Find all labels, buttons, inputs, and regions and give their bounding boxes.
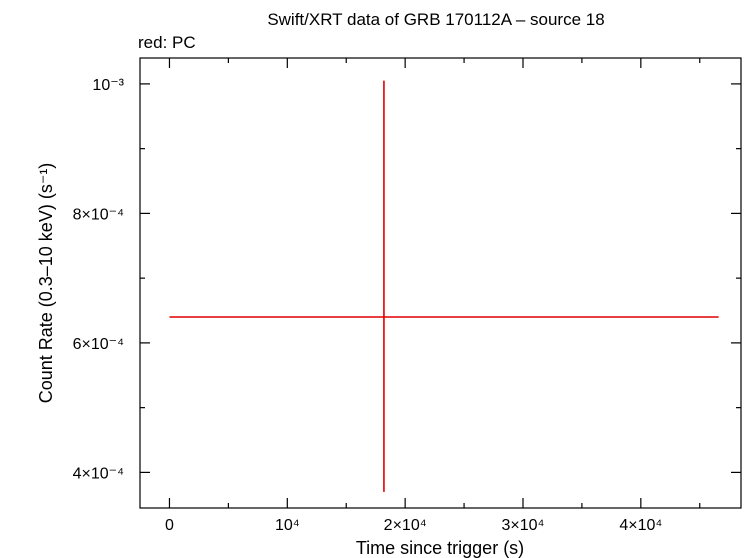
- plot-frame: [139, 57, 742, 509]
- x-tick-label: 4×10⁴: [619, 517, 662, 534]
- x-axis-title: Time since trigger (s): [356, 538, 524, 558]
- y-tick-label: 8×10⁻⁴: [73, 206, 124, 223]
- y-axis-title: Count Rate (0.3–10 keV) (s⁻¹): [36, 163, 56, 404]
- y-tick-label: 4×10⁻⁴: [73, 465, 124, 482]
- x-axis: 0 10⁴ 2×10⁴ 3×10⁴ 4×10⁴: [165, 58, 701, 534]
- y-tick-label: 6×10⁻⁴: [73, 336, 124, 353]
- x-tick-label: 2×10⁴: [384, 517, 427, 534]
- x-tick-label: 3×10⁴: [502, 517, 545, 534]
- chart-subtitle: red: PC: [138, 33, 196, 52]
- chart-title: Swift/XRT data of GRB 170112A – source 1…: [267, 10, 604, 29]
- x-tick-label: 10⁴: [275, 517, 300, 534]
- data-series: [169, 80, 719, 492]
- y-tick-label: 10⁻³: [92, 77, 124, 94]
- y-axis: 4×10⁻⁴ 6×10⁻⁴ 8×10⁻⁴ 10⁻³: [73, 77, 741, 482]
- x-tick-label: 0: [165, 517, 174, 534]
